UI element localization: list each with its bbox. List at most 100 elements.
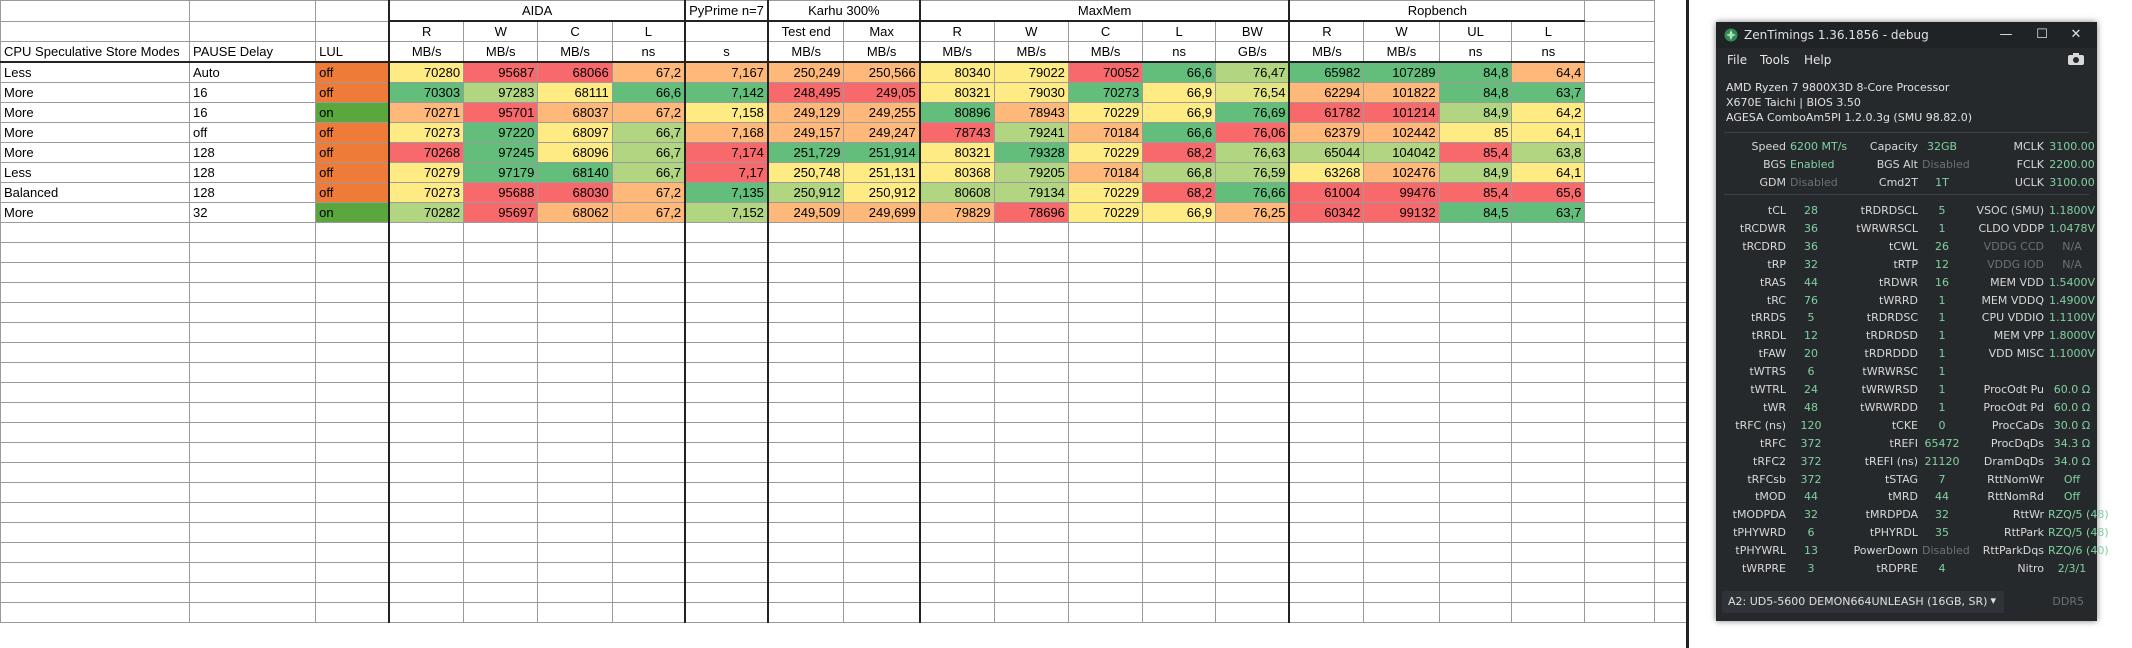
empty-cell[interactable]: [1653, 482, 1689, 503]
empty-cell[interactable]: [1438, 382, 1513, 403]
empty-cell[interactable]: [1653, 222, 1689, 243]
empty-cell[interactable]: [463, 502, 539, 523]
empty-cell[interactable]: [1584, 262, 1655, 283]
empty-cell[interactable]: [189, 522, 317, 543]
empty-cell[interactable]: [1215, 222, 1290, 243]
empty-cell[interactable]: [315, 442, 390, 463]
empty-cell[interactable]: [463, 602, 539, 623]
empty-cell[interactable]: [537, 322, 613, 343]
empty-cell[interactable]: [684, 522, 769, 543]
unit-header[interactable]: ns: [611, 41, 686, 63]
value-cell[interactable]: 80896: [918, 102, 995, 123]
empty-cell[interactable]: [684, 542, 769, 563]
empty-cell[interactable]: [1288, 442, 1365, 463]
empty-cell[interactable]: [1584, 582, 1655, 603]
empty-cell[interactable]: [388, 582, 465, 603]
empty-cell[interactable]: [918, 262, 995, 283]
empty-cell[interactable]: [1511, 262, 1586, 283]
empty-cell[interactable]: [918, 382, 995, 403]
empty-cell[interactable]: [843, 362, 921, 383]
empty-cell[interactable]: [1288, 402, 1365, 423]
value-cell[interactable]: 7,158: [684, 102, 769, 123]
empty-cell[interactable]: [1584, 362, 1655, 383]
empty-cell[interactable]: [611, 482, 686, 503]
table-row[interactable]: More 16 on 70271 95701 68037 67,2 7,158 249,129 2…: [0, 102, 1689, 123]
value-cell[interactable]: 84,8: [1438, 82, 1513, 103]
empty-cell[interactable]: [843, 382, 921, 403]
mode-cell[interactable]: Less: [0, 162, 191, 183]
empty-cell[interactable]: [0, 602, 191, 623]
empty-cell[interactable]: [1288, 602, 1365, 623]
empty-cell[interactable]: [1142, 222, 1217, 243]
empty-cell[interactable]: [611, 462, 686, 483]
unit-header[interactable]: MB/s: [1363, 41, 1440, 63]
empty-cell[interactable]: [0, 422, 191, 443]
minimize-icon[interactable]: —: [1999, 27, 2013, 42]
empty-cell[interactable]: [1584, 522, 1655, 543]
empty-cell[interactable]: [1215, 442, 1290, 463]
value-cell[interactable]: 250,566: [843, 61, 921, 83]
empty-cell[interactable]: [1067, 442, 1144, 463]
empty-cell[interactable]: [1215, 362, 1290, 383]
empty-cell[interactable]: [388, 242, 465, 263]
empty-cell[interactable]: [315, 302, 390, 323]
value-cell[interactable]: 249,699: [843, 202, 921, 223]
empty-cell[interactable]: [1067, 482, 1144, 503]
empty-cell[interactable]: [1653, 362, 1689, 383]
value-cell[interactable]: 80321: [918, 82, 995, 103]
value-cell[interactable]: 70280: [388, 61, 465, 83]
column-header[interactable]: CPU Speculative Store Modes: [0, 41, 191, 63]
empty-cell[interactable]: [0, 382, 191, 403]
empty-cell[interactable]: [463, 522, 539, 543]
empty-cell[interactable]: [1215, 282, 1290, 303]
mode-cell[interactable]: Less: [0, 61, 191, 83]
empty-cell[interactable]: [611, 542, 686, 563]
empty-cell[interactable]: [1511, 602, 1586, 623]
empty-cell[interactable]: [611, 562, 686, 583]
table-row[interactable]: More 32 on 70282 95697 68062 67,2 7,152 249,509 2…: [0, 202, 1689, 223]
value-cell[interactable]: 85: [1438, 122, 1513, 143]
empty-cell[interactable]: [1215, 242, 1290, 263]
value-cell[interactable]: 76,06: [1215, 122, 1290, 143]
empty-cell[interactable]: [1584, 342, 1655, 363]
value-cell[interactable]: 78696: [993, 202, 1069, 223]
empty-cell[interactable]: [993, 402, 1069, 423]
value-cell[interactable]: 76,54: [1215, 82, 1290, 103]
empty-cell[interactable]: [315, 582, 390, 603]
empty-cell[interactable]: [993, 422, 1069, 443]
empty-cell[interactable]: [1511, 362, 1586, 383]
cell[interactable]: [1584, 102, 1655, 123]
empty-cell[interactable]: [1363, 602, 1440, 623]
empty-cell[interactable]: [918, 322, 995, 343]
value-cell[interactable]: 80368: [918, 162, 995, 183]
empty-cell[interactable]: [1363, 522, 1440, 543]
empty-cell[interactable]: [993, 282, 1069, 303]
value-cell[interactable]: 66,9: [1142, 202, 1217, 223]
empty-cell[interactable]: [843, 222, 921, 243]
empty-cell[interactable]: [463, 582, 539, 603]
unit-header[interactable]: MB/s: [766, 41, 845, 63]
empty-cell[interactable]: [918, 362, 995, 383]
empty-cell[interactable]: [1438, 322, 1513, 343]
empty-cell[interactable]: [0, 462, 191, 483]
empty-cell[interactable]: [1142, 442, 1217, 463]
unit-header[interactable]: s: [684, 41, 769, 63]
cell[interactable]: [1584, 142, 1655, 163]
empty-cell[interactable]: [189, 382, 317, 403]
empty-cell[interactable]: [537, 262, 613, 283]
empty-cell[interactable]: [463, 282, 539, 303]
empty-cell[interactable]: [0, 562, 191, 583]
value-cell[interactable]: 248,495: [766, 82, 845, 103]
sub-header[interactable]: R: [918, 20, 995, 42]
empty-cell[interactable]: [315, 422, 390, 443]
mode-cell[interactable]: More: [0, 82, 191, 103]
empty-cell[interactable]: [1511, 582, 1586, 603]
value-cell[interactable]: 64,1: [1511, 122, 1586, 143]
value-cell[interactable]: 66,8: [1142, 162, 1217, 183]
empty-cell[interactable]: [1067, 522, 1144, 543]
value-cell[interactable]: 251,914: [843, 142, 921, 163]
group-header[interactable]: MaxMem: [918, 0, 1290, 22]
unit-header[interactable]: ns: [1511, 41, 1586, 63]
empty-cell[interactable]: [1511, 242, 1586, 263]
lul-cell[interactable]: off: [315, 82, 390, 103]
